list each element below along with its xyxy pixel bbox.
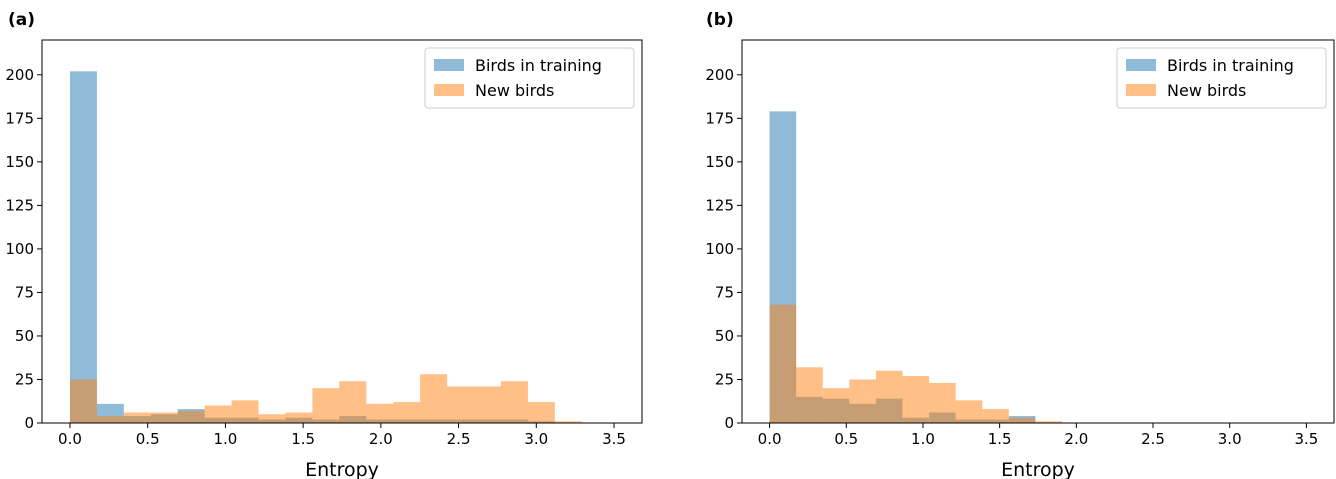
y-tick-label: 25 [715,370,734,388]
legend-label: Birds in training [1167,56,1294,75]
histogram-bar [527,402,555,423]
histogram-bar [393,402,421,423]
series-birds-in-training [69,71,555,423]
x-tick-label: 1.0 [213,430,237,448]
legend-label: New birds [1167,81,1246,100]
chart-panel-b: (b) 0.0 0.5 1.0 1.5 2.0 2.5 3.0 3.5 0 25 50 75 100 125… [705,10,1335,479]
y-tick-label: 200 [705,66,734,84]
y-tick-label: 50 [715,327,734,345]
histogram-bar [955,400,983,423]
histogram-bar [258,414,286,423]
legend-box [424,47,635,109]
histogram-bar [769,304,797,423]
series-new-birds [69,374,582,423]
histogram-bar [982,409,1009,423]
series-new-birds [769,304,1062,423]
histogram-bar [285,412,313,423]
histogram-bar [420,374,448,423]
histogram-bar [150,412,178,423]
legend-label: New birds [475,81,554,100]
histogram-bar [902,375,930,423]
histogram-bar [69,71,97,423]
x-tick-label: 3.5 [602,430,626,448]
y-tick-label: 125 [5,196,34,214]
y-tick-label: 75 [715,283,734,301]
y-tick-label: 0 [724,414,734,432]
histogram-bar [554,421,582,423]
y-tick-label: 150 [705,153,734,171]
panel-label: (b) [706,10,734,30]
x-tick-label: 1.5 [988,430,1012,448]
plot-frame [741,39,1335,424]
legend: Birds in training New birds [424,47,635,109]
y-tick-label: 100 [705,240,734,258]
legend-swatch [434,59,464,71]
y-tick-label: 175 [705,109,734,127]
histogram-bar [312,388,340,423]
legend: Birds in training New birds [1116,47,1327,109]
x-tick-label: 3.0 [524,430,548,448]
plot-frame [41,39,643,424]
histogram-bar [366,403,394,423]
histogram-bar [177,410,205,423]
x-tick-label: 3.0 [1218,430,1242,448]
x-tick-label: 1.5 [291,430,315,448]
chart-panel-a: (a) 0.0 0.5 1.0 1.5 2.0 2.5 3.0 3.5 0 25 50 75 100 125… [5,10,643,479]
histogram-bar [231,400,259,423]
histogram-bar [796,367,823,423]
histogram-bar [875,370,903,423]
histogram-bar [339,381,367,423]
histogram-bar [474,386,501,423]
y-tick-label: 100 [5,240,34,258]
histogram-bar [1035,421,1062,423]
histogram-bar [929,382,956,423]
x-axis-label: Entropy [305,459,379,479]
y-tick-label: 25 [15,370,34,388]
histogram-bar [447,386,475,423]
x-tick-label: 0.0 [758,430,782,448]
histogram-bar [204,405,232,423]
x-tick-label: 1.0 [911,430,935,448]
histogram-bar [96,416,124,423]
x-axis-label: Entropy [1001,459,1075,479]
y-tick-label: 175 [5,109,34,127]
y-tick-label: 150 [5,153,34,171]
panel-label: (a) [8,10,35,30]
histogram-bar [822,388,850,423]
histogram-bar [123,412,151,423]
x-tick-label: 3.5 [1294,430,1318,448]
legend-swatch [434,84,464,96]
legend-box [1116,47,1327,109]
legend-label: Birds in training [475,56,602,75]
histogram-bar [69,379,97,423]
legend-swatch [1126,84,1156,96]
y-tick-label: 0 [24,414,34,432]
histogram-bar [849,379,876,423]
y-tick-label: 125 [705,196,734,214]
y-tick-label: 50 [15,327,34,345]
y-tick-label: 75 [15,283,34,301]
y-tick-label: 200 [5,66,34,84]
x-tick-label: 2.5 [447,430,471,448]
x-tick-label: 0.5 [136,430,160,448]
histogram-bar [1008,417,1036,423]
histogram-bar [500,381,528,423]
x-tick-label: 2.5 [1141,430,1165,448]
x-tick-label: 2.0 [369,430,393,448]
x-tick-label: 0.0 [58,430,82,448]
x-tick-label: 2.0 [1064,430,1088,448]
x-tick-label: 0.5 [834,430,858,448]
legend-swatch [1126,59,1156,71]
